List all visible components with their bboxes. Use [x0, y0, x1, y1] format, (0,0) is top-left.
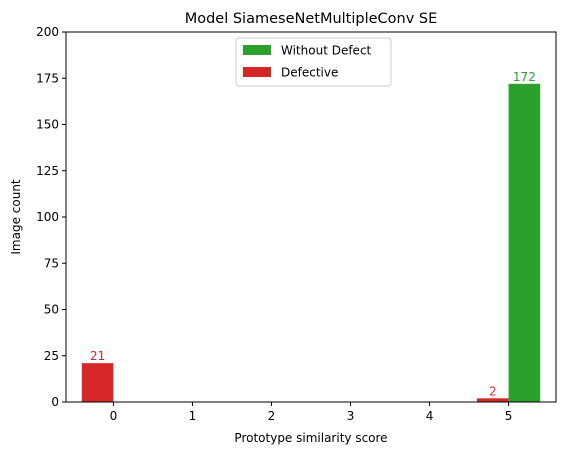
legend: Without Defect Defective	[235, 37, 392, 87]
legend-label: Without Defect	[281, 44, 372, 58]
bar-value-label: 2	[489, 384, 497, 398]
y-tick-label: 0	[51, 395, 59, 409]
x-tick-label: 4	[426, 409, 434, 423]
bars-group	[81, 83, 541, 403]
y-axis-ticks: 0 25 50 75 100 125 150 175 200	[36, 25, 66, 409]
bar-labels-group: 21 2 172	[90, 70, 536, 398]
y-tick-label: 25	[44, 349, 59, 363]
bar-without-defect	[508, 83, 541, 403]
chart-title: Model SiameseNetMultipleConv SE	[185, 11, 438, 27]
x-tick-label: 0	[110, 409, 118, 423]
bar-defective	[81, 363, 114, 402]
y-tick-label: 175	[36, 71, 59, 85]
x-axis-ticks: 0 1 2 3 4 5	[110, 402, 513, 423]
legend-box	[235, 37, 392, 87]
legend-swatch	[243, 67, 271, 77]
y-tick-label: 150	[36, 118, 59, 132]
x-axis-title: Prototype similarity score	[234, 431, 387, 445]
y-tick-label: 50	[44, 303, 59, 317]
x-tick-label: 5	[505, 409, 513, 423]
bar-value-label: 172	[513, 70, 536, 84]
legend-label: Defective	[281, 66, 338, 80]
plot-frame	[65, 31, 557, 403]
y-tick-label: 75	[44, 256, 59, 270]
x-tick-label: 1	[189, 409, 197, 423]
y-axis-title: Image count	[9, 179, 23, 255]
x-tick-label: 2	[268, 409, 276, 423]
y-tick-label: 100	[36, 210, 59, 224]
bar-value-label: 21	[90, 349, 105, 363]
legend-swatch	[243, 45, 271, 55]
bar-defective	[476, 398, 509, 402]
y-tick-label: 125	[36, 164, 59, 178]
x-tick-label: 3	[347, 409, 355, 423]
y-tick-label: 200	[36, 25, 59, 39]
